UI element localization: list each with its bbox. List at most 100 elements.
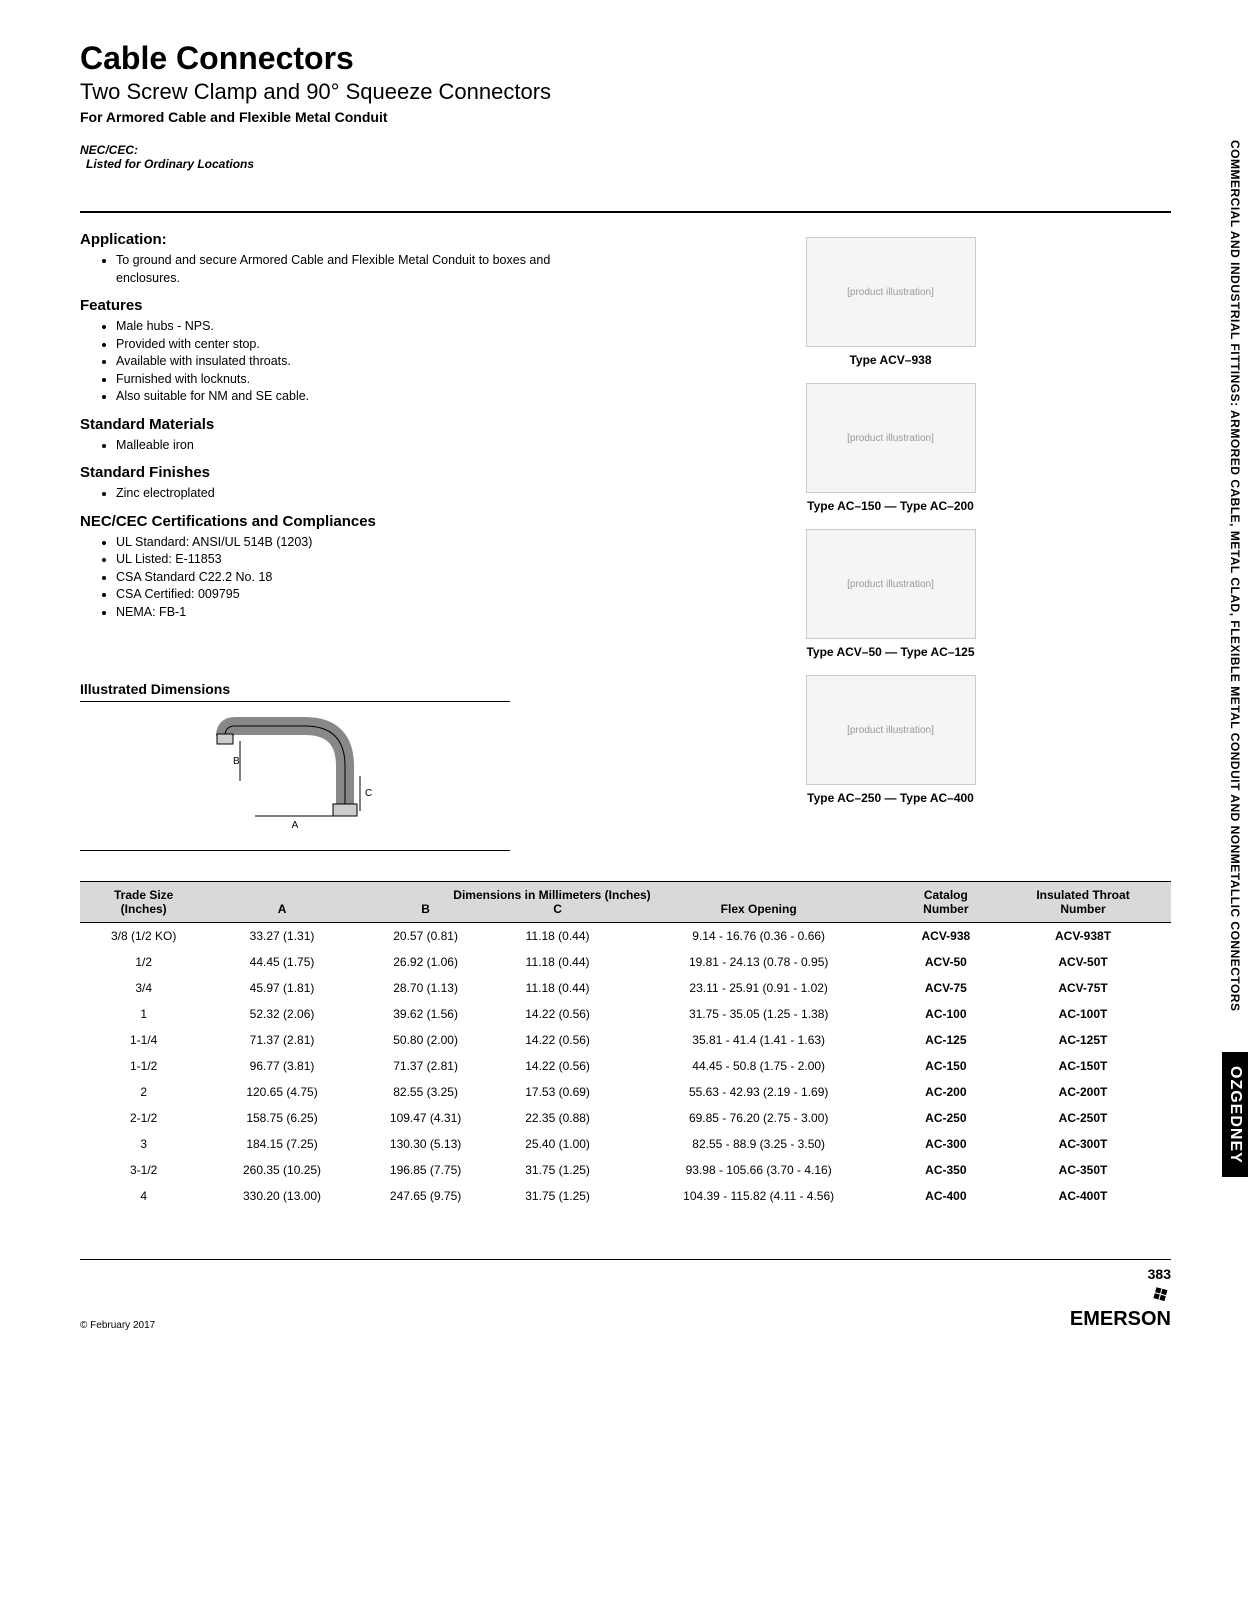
table-cell: 23.11 - 25.91 (0.91 - 1.02) <box>621 975 897 1001</box>
table-cell: 50.80 (2.00) <box>357 1027 495 1053</box>
table-cell: 3-1/2 <box>80 1157 207 1183</box>
table-cell: 22.35 (0.88) <box>494 1105 620 1131</box>
table-cell: 39.62 (1.56) <box>357 1001 495 1027</box>
section-head-features: Features <box>80 297 580 314</box>
list-item: UL Listed: E-11853 <box>116 551 580 569</box>
product-image: [product illustration] <box>806 675 976 785</box>
side-category-text: COMMERCIAL AND INDUSTRIAL FITTINGS: ARMO… <box>1228 140 1242 1012</box>
table-cell: 120.65 (4.75) <box>207 1079 356 1105</box>
table-cell: 55.63 - 42.93 (2.19 - 1.69) <box>621 1079 897 1105</box>
table-cell: AC-350T <box>995 1157 1171 1183</box>
page-title: Cable Connectors <box>80 40 1171 77</box>
product-image: [product illustration] <box>806 237 976 347</box>
th-ins3: Number <box>995 902 1171 923</box>
table-cell: 17.53 (0.69) <box>494 1079 620 1105</box>
list-item: CSA Standard C22.2 No. 18 <box>116 569 580 587</box>
table-cell: AC-100T <box>995 1001 1171 1027</box>
list-item: NEMA: FB-1 <box>116 604 580 622</box>
table-row: 3-1/2260.35 (10.25)196.85 (7.75)31.75 (1… <box>80 1157 1171 1183</box>
table-cell: 130.30 (5.13) <box>357 1131 495 1157</box>
product-image-caption: Type AC–150 — Type AC–200 <box>807 499 974 513</box>
side-brand: OZGEDNEY <box>1222 1052 1248 1178</box>
table-cell: 11.18 (0.44) <box>494 923 620 950</box>
illus-diagram: A B C <box>80 701 510 851</box>
footer-right: 383 ❖ EMERSON <box>1070 1266 1171 1331</box>
th-trade2: (Inches) <box>80 902 207 923</box>
left-column: Application: To ground and secure Armore… <box>80 231 580 851</box>
table-cell: 330.20 (13.00) <box>207 1183 356 1209</box>
nec-label: NEC/CEC: <box>80 143 1171 157</box>
th-cat1: Catalog <box>897 882 995 903</box>
table-cell: AC-200T <box>995 1079 1171 1105</box>
table-row: 2-1/2158.75 (6.25)109.47 (4.31)22.35 (0.… <box>80 1105 1171 1131</box>
table-cell: 82.55 (3.25) <box>357 1079 495 1105</box>
svg-text:B: B <box>233 756 240 767</box>
table-cell: AC-300T <box>995 1131 1171 1157</box>
table-row: 3184.15 (7.25)130.30 (5.13)25.40 (1.00)8… <box>80 1131 1171 1157</box>
list-item: To ground and secure Armored Cable and F… <box>116 252 580 287</box>
table-cell: 158.75 (6.25) <box>207 1105 356 1131</box>
th-flex: Flex Opening <box>621 902 897 923</box>
svg-text:A: A <box>292 820 299 831</box>
emerson-text: EMERSON <box>1070 1308 1171 1330</box>
list-item: Malleable iron <box>116 437 580 455</box>
spec-table-body: 3/8 (1/2 KO)33.27 (1.31)20.57 (0.81)11.1… <box>80 923 1171 1210</box>
spec-table: Trade Size Dimensions in Millimeters (In… <box>80 881 1171 1209</box>
table-cell: 25.40 (1.00) <box>494 1131 620 1157</box>
table-cell: ACV-938 <box>897 923 995 950</box>
product-image: [product illustration] <box>806 383 976 493</box>
table-cell: 4 <box>80 1183 207 1209</box>
table-cell: 44.45 - 50.8 (1.75 - 2.00) <box>621 1053 897 1079</box>
illus-head: Illustrated Dimensions <box>80 681 580 697</box>
th-c: C <box>494 902 620 923</box>
table-cell: AC-200 <box>897 1079 995 1105</box>
table-cell: AC-150T <box>995 1053 1171 1079</box>
table-cell: 14.22 (0.56) <box>494 1001 620 1027</box>
table-cell: 71.37 (2.81) <box>357 1053 495 1079</box>
table-cell: 2-1/2 <box>80 1105 207 1131</box>
table-cell: 1/2 <box>80 949 207 975</box>
emerson-logo: ❖ EMERSON <box>1070 1282 1171 1331</box>
th-a: A <box>207 902 356 923</box>
th-cat2: Number <box>897 902 995 923</box>
product-image-caption: Type ACV–938 <box>849 353 931 367</box>
table-row: 1-1/296.77 (3.81)71.37 (2.81)14.22 (0.56… <box>80 1053 1171 1079</box>
table-cell: 9.14 - 16.76 (0.36 - 0.66) <box>621 923 897 950</box>
table-cell: AC-100 <box>897 1001 995 1027</box>
table-cell: 1-1/4 <box>80 1027 207 1053</box>
table-cell: AC-300 <box>897 1131 995 1157</box>
table-cell: ACV-75T <box>995 975 1171 1001</box>
product-image-caption: Type AC–250 — Type AC–400 <box>807 791 974 805</box>
features-list: Male hubs - NPS.Provided with center sto… <box>116 318 580 406</box>
table-cell: ACV-50T <box>995 949 1171 975</box>
table-cell: 35.81 - 41.4 (1.41 - 1.63) <box>621 1027 897 1053</box>
finishes-list: Zinc electroplated <box>116 485 580 503</box>
table-cell: 14.22 (0.56) <box>494 1053 620 1079</box>
list-item: Zinc electroplated <box>116 485 580 503</box>
section-head-application: Application: <box>80 231 580 248</box>
content-row: Application: To ground and secure Armore… <box>80 231 1171 851</box>
th-trade1: Trade Size <box>80 882 207 903</box>
table-cell: 33.27 (1.31) <box>207 923 356 950</box>
table-cell: 31.75 (1.25) <box>494 1157 620 1183</box>
th-dims-super: Dimensions in Millimeters (Inches) <box>207 882 896 903</box>
list-item: Also suitable for NM and SE cable. <box>116 388 580 406</box>
table-cell: 1 <box>80 1001 207 1027</box>
th-b: B <box>357 902 495 923</box>
table-cell: AC-125 <box>897 1027 995 1053</box>
table-cell: AC-250T <box>995 1105 1171 1131</box>
right-column: [product illustration] Type ACV–938 [produ… <box>610 231 1171 851</box>
footer-copyright: © February 2017 <box>80 1320 155 1331</box>
table-cell: 109.47 (4.31) <box>357 1105 495 1131</box>
list-item: Furnished with locknuts. <box>116 371 580 389</box>
page-number: 383 <box>1070 1266 1171 1282</box>
table-cell: AC-250 <box>897 1105 995 1131</box>
certs-list: UL Standard: ANSI/UL 514B (1203)UL Liste… <box>116 534 580 622</box>
svg-text:C: C <box>365 788 372 799</box>
section-head-finishes: Standard Finishes <box>80 464 580 481</box>
table-cell: 44.45 (1.75) <box>207 949 356 975</box>
page-description: For Armored Cable and Flexible Metal Con… <box>80 109 1171 125</box>
illustrated-dimensions: Illustrated Dimensions A B C <box>80 681 580 851</box>
table-row: 3/445.97 (1.81)28.70 (1.13)11.18 (0.44)2… <box>80 975 1171 1001</box>
table-cell: 247.65 (9.75) <box>357 1183 495 1209</box>
